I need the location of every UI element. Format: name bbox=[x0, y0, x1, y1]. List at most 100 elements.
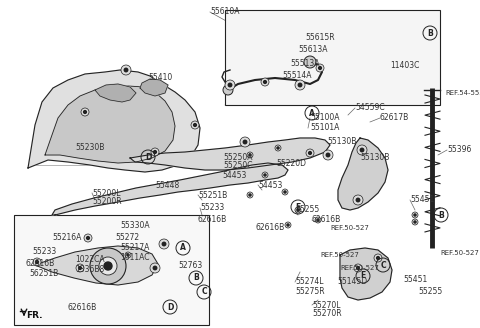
Circle shape bbox=[374, 254, 382, 262]
Circle shape bbox=[412, 212, 418, 218]
Circle shape bbox=[414, 214, 416, 216]
Circle shape bbox=[162, 242, 166, 246]
Text: C: C bbox=[380, 260, 386, 270]
Text: FR.: FR. bbox=[26, 312, 43, 320]
Circle shape bbox=[284, 191, 286, 193]
Text: 55233: 55233 bbox=[32, 248, 56, 256]
Circle shape bbox=[309, 152, 312, 154]
Circle shape bbox=[282, 189, 288, 195]
Text: REF.54-553: REF.54-553 bbox=[445, 90, 480, 96]
Text: 54559C: 54559C bbox=[355, 104, 384, 113]
Text: 55274L: 55274L bbox=[295, 277, 324, 286]
Circle shape bbox=[412, 219, 418, 225]
Circle shape bbox=[223, 85, 233, 95]
Text: D: D bbox=[167, 302, 173, 312]
Text: B: B bbox=[427, 29, 433, 37]
Circle shape bbox=[193, 124, 196, 126]
Text: 55255: 55255 bbox=[418, 288, 442, 297]
Text: 55217A: 55217A bbox=[120, 243, 149, 253]
Text: 1336B8: 1336B8 bbox=[75, 265, 104, 275]
Circle shape bbox=[261, 78, 269, 86]
Polygon shape bbox=[338, 138, 388, 210]
Circle shape bbox=[287, 224, 289, 226]
Text: B: B bbox=[193, 274, 199, 282]
Text: 55251B: 55251B bbox=[198, 191, 227, 199]
Circle shape bbox=[249, 154, 251, 156]
Text: 55275R: 55275R bbox=[295, 286, 324, 296]
Circle shape bbox=[76, 264, 84, 272]
Text: B: B bbox=[438, 211, 444, 219]
Circle shape bbox=[319, 67, 322, 70]
Text: 55610A: 55610A bbox=[210, 8, 240, 16]
Text: REF.50-527: REF.50-527 bbox=[340, 265, 379, 271]
Text: 55330A: 55330A bbox=[120, 220, 150, 230]
Text: 55270R: 55270R bbox=[312, 310, 342, 318]
Text: 62616B: 62616B bbox=[68, 303, 97, 313]
Text: 62616B: 62616B bbox=[255, 223, 284, 233]
Circle shape bbox=[121, 65, 131, 75]
Circle shape bbox=[249, 194, 251, 196]
Circle shape bbox=[357, 267, 360, 269]
Text: 55101A: 55101A bbox=[310, 122, 339, 132]
Circle shape bbox=[304, 56, 316, 68]
Circle shape bbox=[317, 219, 319, 221]
Text: D: D bbox=[145, 153, 151, 161]
Circle shape bbox=[127, 254, 129, 256]
Circle shape bbox=[240, 137, 250, 147]
Circle shape bbox=[124, 68, 128, 72]
Circle shape bbox=[81, 108, 89, 116]
Text: E: E bbox=[360, 272, 366, 280]
Circle shape bbox=[90, 248, 126, 284]
Text: REF.50-527: REF.50-527 bbox=[320, 252, 359, 258]
Text: 55200L: 55200L bbox=[92, 189, 120, 197]
Text: 55255: 55255 bbox=[295, 206, 319, 215]
Circle shape bbox=[285, 222, 291, 228]
Circle shape bbox=[356, 198, 360, 202]
Circle shape bbox=[104, 262, 112, 270]
Circle shape bbox=[99, 257, 117, 275]
Circle shape bbox=[306, 149, 314, 157]
Circle shape bbox=[264, 174, 266, 176]
Circle shape bbox=[86, 236, 89, 239]
Polygon shape bbox=[45, 86, 175, 163]
Circle shape bbox=[357, 145, 367, 155]
Text: 55145D: 55145D bbox=[337, 277, 367, 286]
Bar bbox=[14, 215, 209, 325]
Circle shape bbox=[326, 153, 330, 157]
Circle shape bbox=[84, 234, 92, 242]
Text: 55250A: 55250A bbox=[223, 153, 252, 161]
Circle shape bbox=[414, 221, 416, 223]
Text: 55396: 55396 bbox=[447, 146, 471, 154]
Text: 55130B: 55130B bbox=[360, 153, 389, 161]
Text: 56251B: 56251B bbox=[29, 270, 58, 278]
Text: 54453: 54453 bbox=[258, 180, 282, 190]
Text: 54453: 54453 bbox=[222, 172, 246, 180]
Text: 55216A: 55216A bbox=[52, 234, 82, 242]
Circle shape bbox=[228, 83, 232, 87]
Circle shape bbox=[84, 111, 86, 113]
Circle shape bbox=[295, 80, 305, 90]
Text: 55448: 55448 bbox=[155, 180, 179, 190]
Circle shape bbox=[125, 252, 131, 258]
Text: 55513A: 55513A bbox=[290, 58, 320, 68]
Polygon shape bbox=[35, 246, 158, 285]
Text: A: A bbox=[180, 243, 186, 253]
Text: 55100A: 55100A bbox=[310, 113, 339, 122]
Text: 52763: 52763 bbox=[178, 260, 202, 270]
Text: 55272: 55272 bbox=[115, 233, 139, 241]
Circle shape bbox=[243, 140, 247, 144]
Polygon shape bbox=[130, 138, 330, 170]
Text: 62616B: 62616B bbox=[198, 215, 227, 224]
Circle shape bbox=[79, 267, 82, 269]
Text: 55451: 55451 bbox=[403, 276, 427, 284]
Circle shape bbox=[354, 264, 362, 272]
Circle shape bbox=[151, 148, 159, 156]
Text: 1022CA: 1022CA bbox=[75, 256, 105, 264]
Circle shape bbox=[298, 83, 302, 87]
Text: 55200R: 55200R bbox=[92, 197, 121, 207]
Circle shape bbox=[295, 207, 301, 213]
Circle shape bbox=[36, 261, 38, 263]
Circle shape bbox=[297, 209, 299, 211]
Circle shape bbox=[277, 147, 279, 149]
Text: 55233: 55233 bbox=[200, 203, 224, 213]
